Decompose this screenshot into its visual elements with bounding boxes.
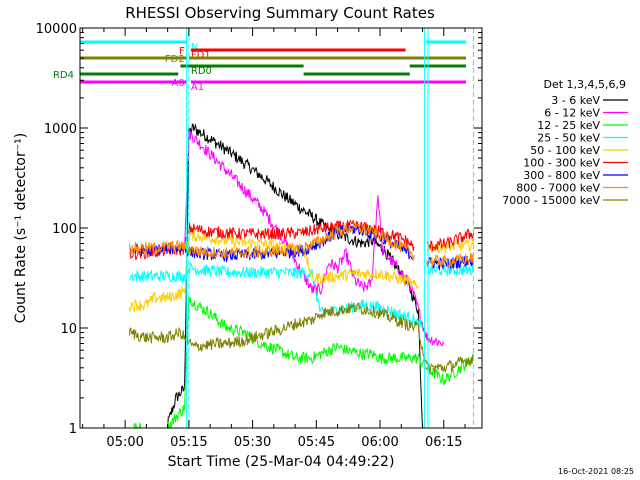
x-axis-label: Start Time (25-Mar-04 04:49:22) [168, 454, 395, 470]
legend-entry-label: 6 - 12 keV [544, 107, 600, 120]
legend-entry-label: 3 - 6 keV [551, 94, 600, 107]
y-axis: 1 10 100 1000 10000 [36, 22, 482, 437]
x-tick-label: 06:00 [361, 435, 398, 450]
legend-title: Det 1,3,4,5,6,9 [543, 78, 626, 91]
attenuator-label: A0 [172, 78, 185, 89]
legend-entry-label: 800 - 7000 keV [516, 182, 600, 195]
y-tick-label: 100 [52, 222, 77, 237]
attenuator-label: FD1 [191, 50, 211, 61]
x-tick-label: 06:15 [425, 435, 462, 450]
series-line [133, 422, 143, 430]
legend-entry-label: 50 - 100 keV [530, 144, 600, 157]
series-line [129, 223, 415, 263]
series-line [128, 302, 474, 374]
y-tick-label: 1 [69, 422, 77, 437]
attenuator-label: RD4 [53, 70, 74, 81]
x-tick-label: 05:30 [234, 435, 271, 450]
legend-entry-label: 25 - 50 keV [537, 132, 600, 145]
legend-entry-label: 12 - 25 keV [537, 119, 600, 132]
series-line [426, 228, 474, 252]
series-line [128, 222, 415, 261]
y-axis-label: Count Rate (s⁻¹ detector⁻¹) [13, 133, 29, 323]
y-tick-label: 10 [60, 322, 77, 337]
y-tick-label: 10000 [36, 22, 77, 37]
attenuator-label: N [191, 42, 198, 53]
series-line [167, 295, 474, 430]
legend-entry-label: 100 - 300 keV [523, 157, 600, 170]
legend-entry-label: 300 - 800 keV [523, 169, 600, 182]
plot-frame [79, 27, 483, 429]
attenuator-label: RD0 [191, 66, 212, 77]
attenuator-label: FD2 [165, 54, 185, 65]
series-line [426, 252, 474, 269]
series-line [163, 123, 423, 429]
chart-title: RHESSI Observing Summary Count Rates [125, 4, 435, 22]
y-tick-label: 1000 [44, 122, 77, 137]
attenuator-state-bars: NF FD1 FD2 RD0 RD4 A0 A1 [53, 40, 466, 93]
generated-timestamp: 16-Oct-2021 08:25 [558, 467, 634, 476]
x-axis: 05:00 05:15 05:30 05:45 06:00 06:15 [82, 28, 466, 450]
x-tick-label: 05:15 [170, 435, 207, 450]
attenuator-label: F [179, 46, 185, 57]
attenuator-transition-lines [186, 28, 475, 428]
x-tick-label: 05:45 [298, 435, 335, 450]
attenuator-label: A1 [191, 82, 204, 93]
data-series [128, 123, 474, 430]
x-tick-label: 05:00 [106, 435, 143, 450]
legend-entry-label: 7000 - 15000 keV [502, 194, 600, 207]
